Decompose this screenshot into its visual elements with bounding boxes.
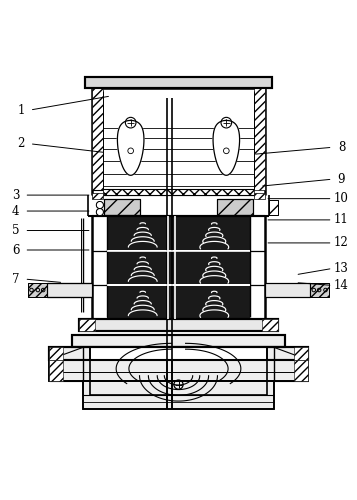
Bar	[49, 360, 308, 381]
Bar	[49, 348, 308, 360]
Bar	[47, 284, 92, 297]
Bar	[265, 284, 310, 297]
Polygon shape	[117, 120, 144, 176]
Bar	[85, 77, 272, 88]
Bar	[49, 348, 64, 360]
Text: 13: 13	[334, 262, 349, 275]
Bar	[49, 360, 64, 381]
Bar	[49, 348, 308, 360]
Bar	[262, 319, 278, 332]
Bar	[310, 282, 329, 298]
Bar	[83, 381, 274, 410]
Bar	[107, 286, 250, 318]
Bar	[79, 319, 278, 332]
Bar	[269, 200, 278, 214]
Bar	[107, 252, 250, 284]
Bar	[92, 88, 103, 190]
Bar	[107, 217, 250, 250]
Bar	[310, 282, 329, 298]
Bar	[47, 284, 92, 297]
Polygon shape	[213, 120, 240, 176]
Bar	[90, 348, 267, 395]
Text: 2: 2	[17, 137, 25, 150]
Bar	[72, 335, 285, 347]
Bar	[49, 360, 308, 381]
Text: 3: 3	[12, 188, 19, 202]
Circle shape	[96, 202, 104, 208]
Bar	[254, 194, 265, 198]
Circle shape	[96, 208, 104, 216]
Bar	[83, 381, 274, 410]
Bar	[79, 319, 278, 332]
Text: 9: 9	[338, 172, 345, 186]
Bar	[217, 200, 253, 214]
Bar	[254, 88, 265, 190]
Text: 12: 12	[334, 236, 349, 250]
Text: 10: 10	[334, 192, 349, 205]
Text: 14: 14	[334, 279, 349, 292]
Bar	[79, 319, 95, 332]
Text: 6: 6	[12, 244, 19, 256]
Bar	[90, 348, 267, 395]
Text: 4: 4	[12, 204, 19, 218]
Bar	[293, 348, 308, 360]
Bar	[293, 360, 308, 381]
Bar	[28, 282, 47, 298]
Text: 7: 7	[12, 272, 19, 285]
Text: 11: 11	[334, 214, 349, 226]
Text: 8: 8	[338, 141, 345, 154]
Bar	[269, 200, 278, 214]
Circle shape	[96, 208, 104, 216]
Bar	[103, 188, 254, 195]
Bar	[92, 194, 103, 198]
Text: 1: 1	[17, 104, 25, 117]
Bar	[104, 200, 140, 214]
Bar	[104, 200, 140, 214]
Bar	[72, 335, 285, 347]
Bar	[265, 284, 310, 297]
Circle shape	[96, 202, 104, 208]
Text: 5: 5	[12, 224, 19, 237]
Bar	[85, 77, 272, 88]
Bar	[217, 200, 253, 214]
Bar	[28, 282, 47, 298]
